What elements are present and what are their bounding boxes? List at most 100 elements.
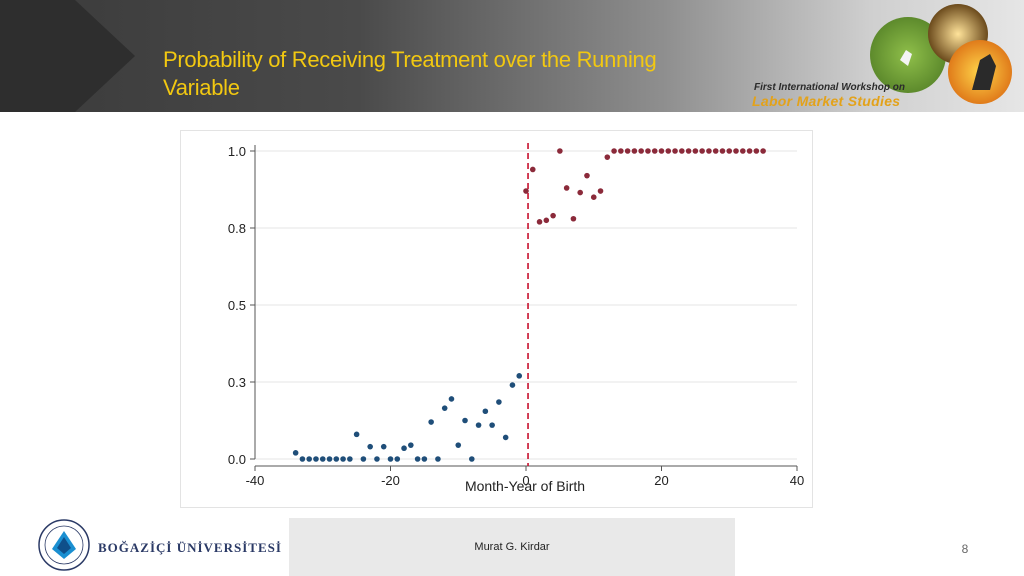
x-tick-label: 0 (522, 473, 529, 488)
data-point (651, 148, 658, 154)
footer-bar (289, 518, 735, 576)
data-point (658, 148, 665, 154)
data-points (292, 148, 766, 462)
x-axis-label: Month-Year of Birth (465, 478, 585, 494)
data-point (577, 189, 583, 196)
slide-title-line2: Variable (163, 75, 240, 100)
data-point (740, 148, 746, 154)
data-point (753, 148, 760, 154)
data-point (638, 148, 644, 154)
data-point (353, 431, 360, 438)
y-tick-label: 0.3 (228, 375, 246, 390)
data-point (414, 456, 421, 462)
data-point (306, 456, 312, 462)
slide-title-line1: Probability of Receiving Treatment over … (163, 47, 657, 72)
data-point (319, 456, 326, 462)
data-point (401, 445, 407, 452)
slide-header: Probability of Receiving Treatment over … (0, 0, 1024, 112)
data-point (394, 456, 401, 462)
page-number: 8 (961, 542, 969, 556)
university-seal-logo (38, 519, 90, 571)
data-point (665, 148, 672, 154)
data-point (760, 148, 766, 154)
workshop-title-line2: Labor Market Studies (752, 93, 901, 109)
data-point (590, 194, 597, 200)
data-point (455, 442, 462, 448)
data-point (408, 442, 414, 448)
data-point (516, 373, 523, 379)
data-point (570, 215, 577, 222)
data-point (536, 219, 543, 225)
chart-frame (180, 130, 813, 508)
data-point (699, 148, 705, 154)
data-point (557, 148, 563, 154)
data-point (509, 382, 516, 388)
data-point (692, 148, 699, 154)
data-point (597, 188, 604, 194)
data-point (712, 148, 719, 154)
data-point (624, 148, 631, 154)
y-tick-label: 0.5 (228, 298, 246, 313)
data-point (489, 422, 495, 428)
data-point (421, 456, 428, 462)
data-point (441, 405, 448, 411)
y-tick-label: 1.0 (228, 144, 246, 159)
header-chevron-shape (0, 0, 135, 112)
data-point (462, 417, 468, 424)
data-point (360, 456, 367, 462)
data-point (428, 419, 434, 425)
data-point (550, 212, 556, 219)
data-point (563, 185, 570, 191)
data-point (482, 408, 489, 415)
data-point (367, 443, 373, 450)
data-point (719, 148, 726, 154)
x-tick-label: 20 (654, 473, 668, 488)
data-point (313, 456, 319, 462)
data-point (604, 154, 611, 160)
data-point (631, 148, 638, 154)
data-point (299, 456, 306, 462)
data-point (645, 148, 651, 154)
data-point (672, 148, 678, 154)
data-point (611, 148, 617, 154)
data-point (448, 396, 455, 402)
data-point (584, 172, 590, 179)
data-point (475, 422, 482, 428)
data-point (340, 456, 346, 462)
data-point (618, 148, 624, 154)
grid-lines (255, 150, 797, 460)
data-point (746, 148, 753, 154)
y-tick-label: 0.0 (228, 452, 246, 467)
data-point (679, 148, 685, 154)
data-point (529, 166, 536, 173)
slide-title: Probability of Receiving Treatment over … (163, 46, 723, 102)
data-point (435, 456, 441, 462)
y-tick-label: 0.8 (228, 221, 246, 236)
scatter-chart: 0.0 0.3 0.5 0.8 1.0 -40 -20 0 20 40 Month-Year of… (228, 143, 804, 494)
workshop-title-line1: First International Workshop on (754, 82, 905, 93)
data-point (733, 148, 739, 154)
data-point (523, 188, 529, 194)
data-point (543, 217, 550, 224)
footer-author: Murat G. Kirdar (474, 541, 550, 553)
data-point (706, 148, 712, 154)
data-point (292, 450, 299, 456)
x-tick-label: -40 (246, 473, 265, 488)
data-point (333, 456, 340, 462)
workshop-logo-image (870, 4, 1012, 104)
data-point (496, 399, 502, 405)
tick-labels: 0.0 0.3 0.5 0.8 1.0 -40 -20 0 20 40 (228, 144, 804, 488)
university-name: BOĞAZİÇİ ÜNİVERSİTESİ (98, 540, 282, 555)
data-point (726, 148, 733, 154)
data-point (374, 456, 380, 462)
data-point (685, 148, 692, 154)
data-point (387, 456, 394, 462)
data-point (469, 456, 475, 462)
x-tick-label: -20 (381, 473, 400, 488)
x-tick-label: 40 (790, 473, 804, 488)
data-point (380, 443, 387, 450)
axes (250, 145, 798, 471)
data-point (347, 456, 353, 462)
data-point (326, 456, 333, 462)
data-point (502, 434, 509, 441)
